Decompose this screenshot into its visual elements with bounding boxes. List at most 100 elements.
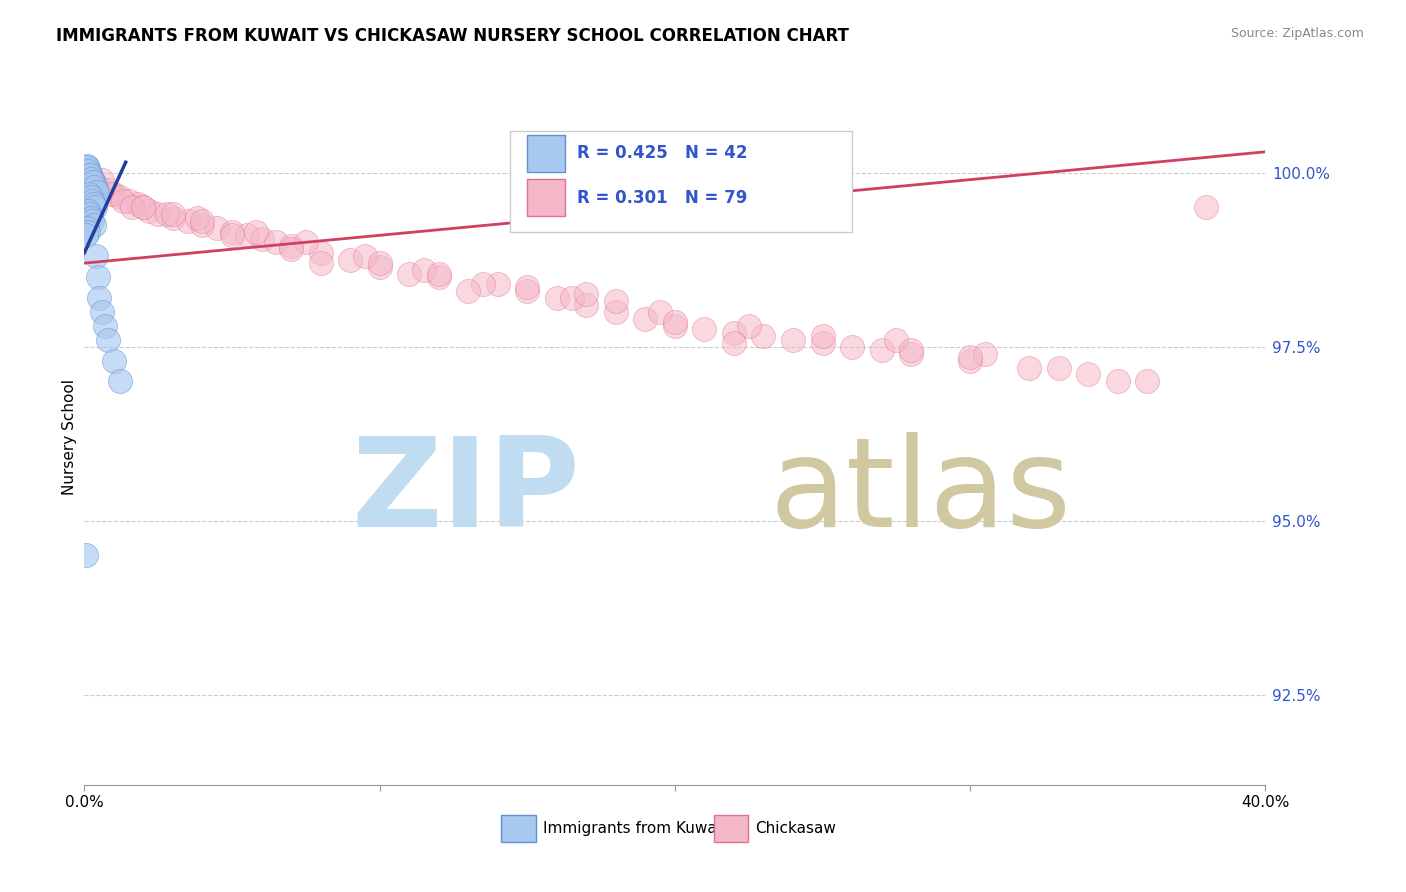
Point xyxy=(83,178,105,193)
Point xyxy=(77,166,100,180)
Point xyxy=(486,277,509,291)
Point xyxy=(121,201,143,215)
Point xyxy=(664,315,686,329)
Point xyxy=(752,329,775,343)
Point xyxy=(82,214,104,228)
Point xyxy=(79,167,101,181)
Point xyxy=(76,221,98,235)
Point xyxy=(132,201,155,215)
Point xyxy=(634,311,657,326)
Text: ZIP: ZIP xyxy=(352,433,581,553)
Point xyxy=(309,245,332,260)
FancyBboxPatch shape xyxy=(509,131,852,232)
Text: atlas: atlas xyxy=(769,433,1071,553)
Point xyxy=(605,294,627,309)
Point xyxy=(191,218,214,232)
Point xyxy=(80,211,103,225)
Point xyxy=(87,291,111,305)
Point xyxy=(91,305,114,319)
Point xyxy=(80,172,103,186)
Point xyxy=(309,256,332,270)
Point xyxy=(236,228,259,243)
Y-axis label: Nursery School: Nursery School xyxy=(62,379,77,495)
Point xyxy=(221,225,243,239)
Point xyxy=(103,353,125,368)
Point xyxy=(782,333,804,347)
Point xyxy=(100,186,122,201)
Point xyxy=(80,171,103,186)
Point xyxy=(368,260,391,274)
Point xyxy=(132,201,155,215)
Point xyxy=(86,270,108,285)
Point xyxy=(1077,368,1099,382)
Text: 0.0%: 0.0% xyxy=(65,796,104,811)
Point xyxy=(82,176,104,190)
Point xyxy=(80,172,103,186)
Point xyxy=(354,249,377,263)
Point xyxy=(87,179,111,194)
Point xyxy=(103,186,125,201)
Point xyxy=(97,333,120,347)
Point xyxy=(162,207,184,221)
Point xyxy=(148,207,170,221)
Point xyxy=(870,343,893,358)
Point xyxy=(841,340,863,354)
Point xyxy=(79,169,101,184)
Point xyxy=(280,242,302,256)
Point xyxy=(398,267,420,281)
Point xyxy=(664,318,686,333)
Point xyxy=(250,232,273,246)
Point xyxy=(75,549,97,563)
Point xyxy=(82,176,104,190)
Point xyxy=(427,267,450,281)
Text: IMMIGRANTS FROM KUWAIT VS CHICKASAW NURSERY SCHOOL CORRELATION CHART: IMMIGRANTS FROM KUWAIT VS CHICKASAW NURS… xyxy=(56,27,849,45)
Point xyxy=(811,329,834,343)
Point xyxy=(108,190,131,204)
Point xyxy=(575,298,598,312)
Point xyxy=(1107,375,1129,389)
Point xyxy=(723,336,745,351)
Point xyxy=(83,197,105,211)
Point xyxy=(472,277,495,291)
Point xyxy=(86,185,108,199)
Point xyxy=(339,252,361,267)
FancyBboxPatch shape xyxy=(527,179,565,216)
Text: R = 0.425   N = 42: R = 0.425 N = 42 xyxy=(576,145,748,162)
Point xyxy=(207,221,229,235)
Text: Immigrants from Kuwait: Immigrants from Kuwait xyxy=(543,821,727,836)
FancyBboxPatch shape xyxy=(527,136,565,171)
Point xyxy=(77,225,100,239)
Point xyxy=(97,183,120,197)
Point xyxy=(245,225,267,239)
Point xyxy=(79,190,101,204)
Point xyxy=(77,164,100,178)
Text: Source: ZipAtlas.com: Source: ZipAtlas.com xyxy=(1230,27,1364,40)
FancyBboxPatch shape xyxy=(502,815,536,842)
Point xyxy=(91,172,114,186)
Point xyxy=(118,194,141,208)
Point xyxy=(959,353,981,368)
Point xyxy=(84,201,107,215)
Point xyxy=(221,228,243,243)
Point xyxy=(186,211,208,225)
Text: 40.0%: 40.0% xyxy=(1241,796,1289,811)
Point xyxy=(82,174,104,188)
Point xyxy=(76,159,98,173)
Point xyxy=(83,180,105,194)
Text: Chickasaw: Chickasaw xyxy=(755,821,837,836)
Point xyxy=(83,218,105,232)
Point xyxy=(80,194,103,208)
Point xyxy=(413,263,436,277)
Point xyxy=(77,162,100,177)
Point xyxy=(162,211,184,225)
Point xyxy=(811,336,834,351)
Point xyxy=(575,287,598,301)
Point xyxy=(1047,360,1070,375)
Point xyxy=(82,176,104,190)
Point xyxy=(1018,360,1040,375)
Point xyxy=(76,204,98,219)
Point xyxy=(723,326,745,340)
Point xyxy=(266,235,288,250)
Point xyxy=(77,186,100,201)
Point xyxy=(84,181,107,195)
